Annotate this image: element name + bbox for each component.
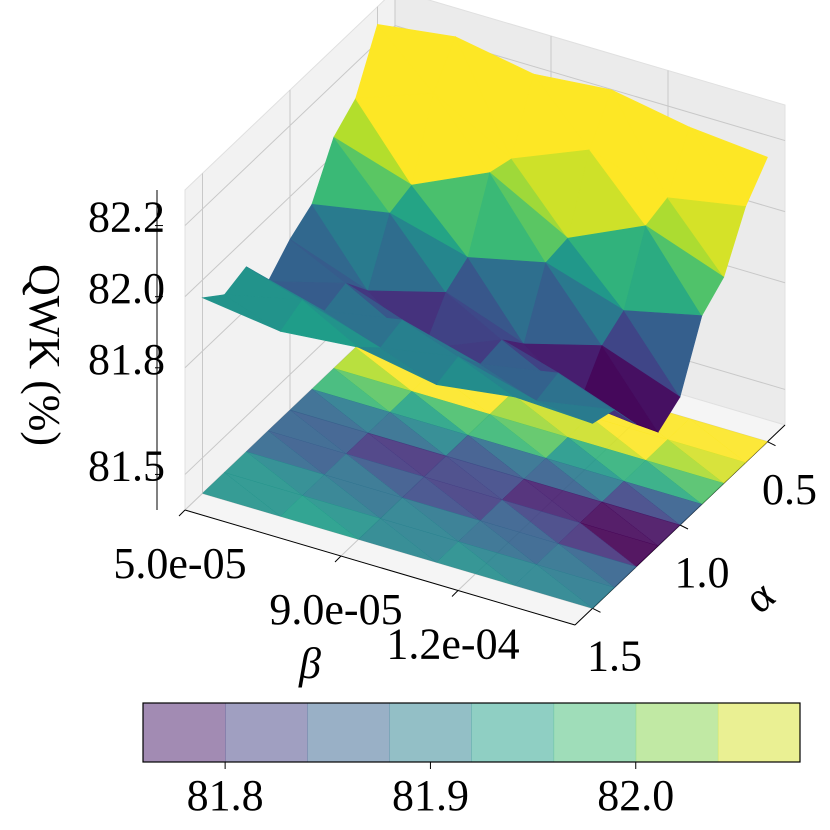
colorbar-band xyxy=(635,703,719,762)
colorbar-band xyxy=(471,703,555,762)
colorbar-band xyxy=(717,703,801,762)
x-tick-label: 5.0e-05 xyxy=(113,539,246,588)
surface-face xyxy=(623,310,703,398)
colorbar-tick-label: 81.8 xyxy=(187,771,264,820)
floor-contour xyxy=(280,495,359,540)
floor-contour xyxy=(436,541,515,586)
z-tick-label: 82.2 xyxy=(88,193,165,242)
floor-contour xyxy=(202,472,281,517)
axis-line xyxy=(184,509,576,626)
colorbar-band xyxy=(553,703,637,762)
x-tick-label: 9.0e-05 xyxy=(269,585,402,634)
surface-face xyxy=(666,197,746,278)
y-tick xyxy=(767,441,776,447)
colorbar-tick-label: 82.0 xyxy=(597,771,674,820)
z-tick-label: 81.5 xyxy=(88,442,165,491)
y-tick-label: 1.0 xyxy=(675,548,730,597)
colorbar-band xyxy=(389,703,472,762)
x-tick-label: 1.2e-04 xyxy=(386,620,519,669)
z-tick-label: 81.8 xyxy=(88,335,165,384)
x-tick xyxy=(178,509,186,517)
surface-face xyxy=(536,400,616,424)
z-axis-label: QWK (%) xyxy=(20,264,69,446)
y-axis-label: α xyxy=(735,570,784,622)
grid-line xyxy=(184,25,396,226)
colorbar-band xyxy=(143,703,226,762)
surface-face xyxy=(601,345,681,433)
floor-contour xyxy=(514,564,593,609)
colorbar-tick-label: 81.9 xyxy=(392,771,469,820)
floor-contour xyxy=(358,518,437,563)
x-tick xyxy=(451,590,459,597)
y-tick xyxy=(592,607,601,613)
y-tick-label: 0.5 xyxy=(762,465,817,514)
y-tick-label: 1.5 xyxy=(587,631,642,680)
surface-face xyxy=(645,225,725,317)
y-tick xyxy=(679,524,689,530)
colorbar-band xyxy=(307,703,390,762)
surface-face xyxy=(558,372,637,425)
colorbar-band xyxy=(225,703,308,762)
x-axis-label: β xyxy=(298,639,321,688)
colorbar-frame xyxy=(142,702,801,763)
x-tick xyxy=(334,555,342,563)
surface-face xyxy=(688,126,768,208)
z-tick-label: 82.0 xyxy=(88,264,165,313)
